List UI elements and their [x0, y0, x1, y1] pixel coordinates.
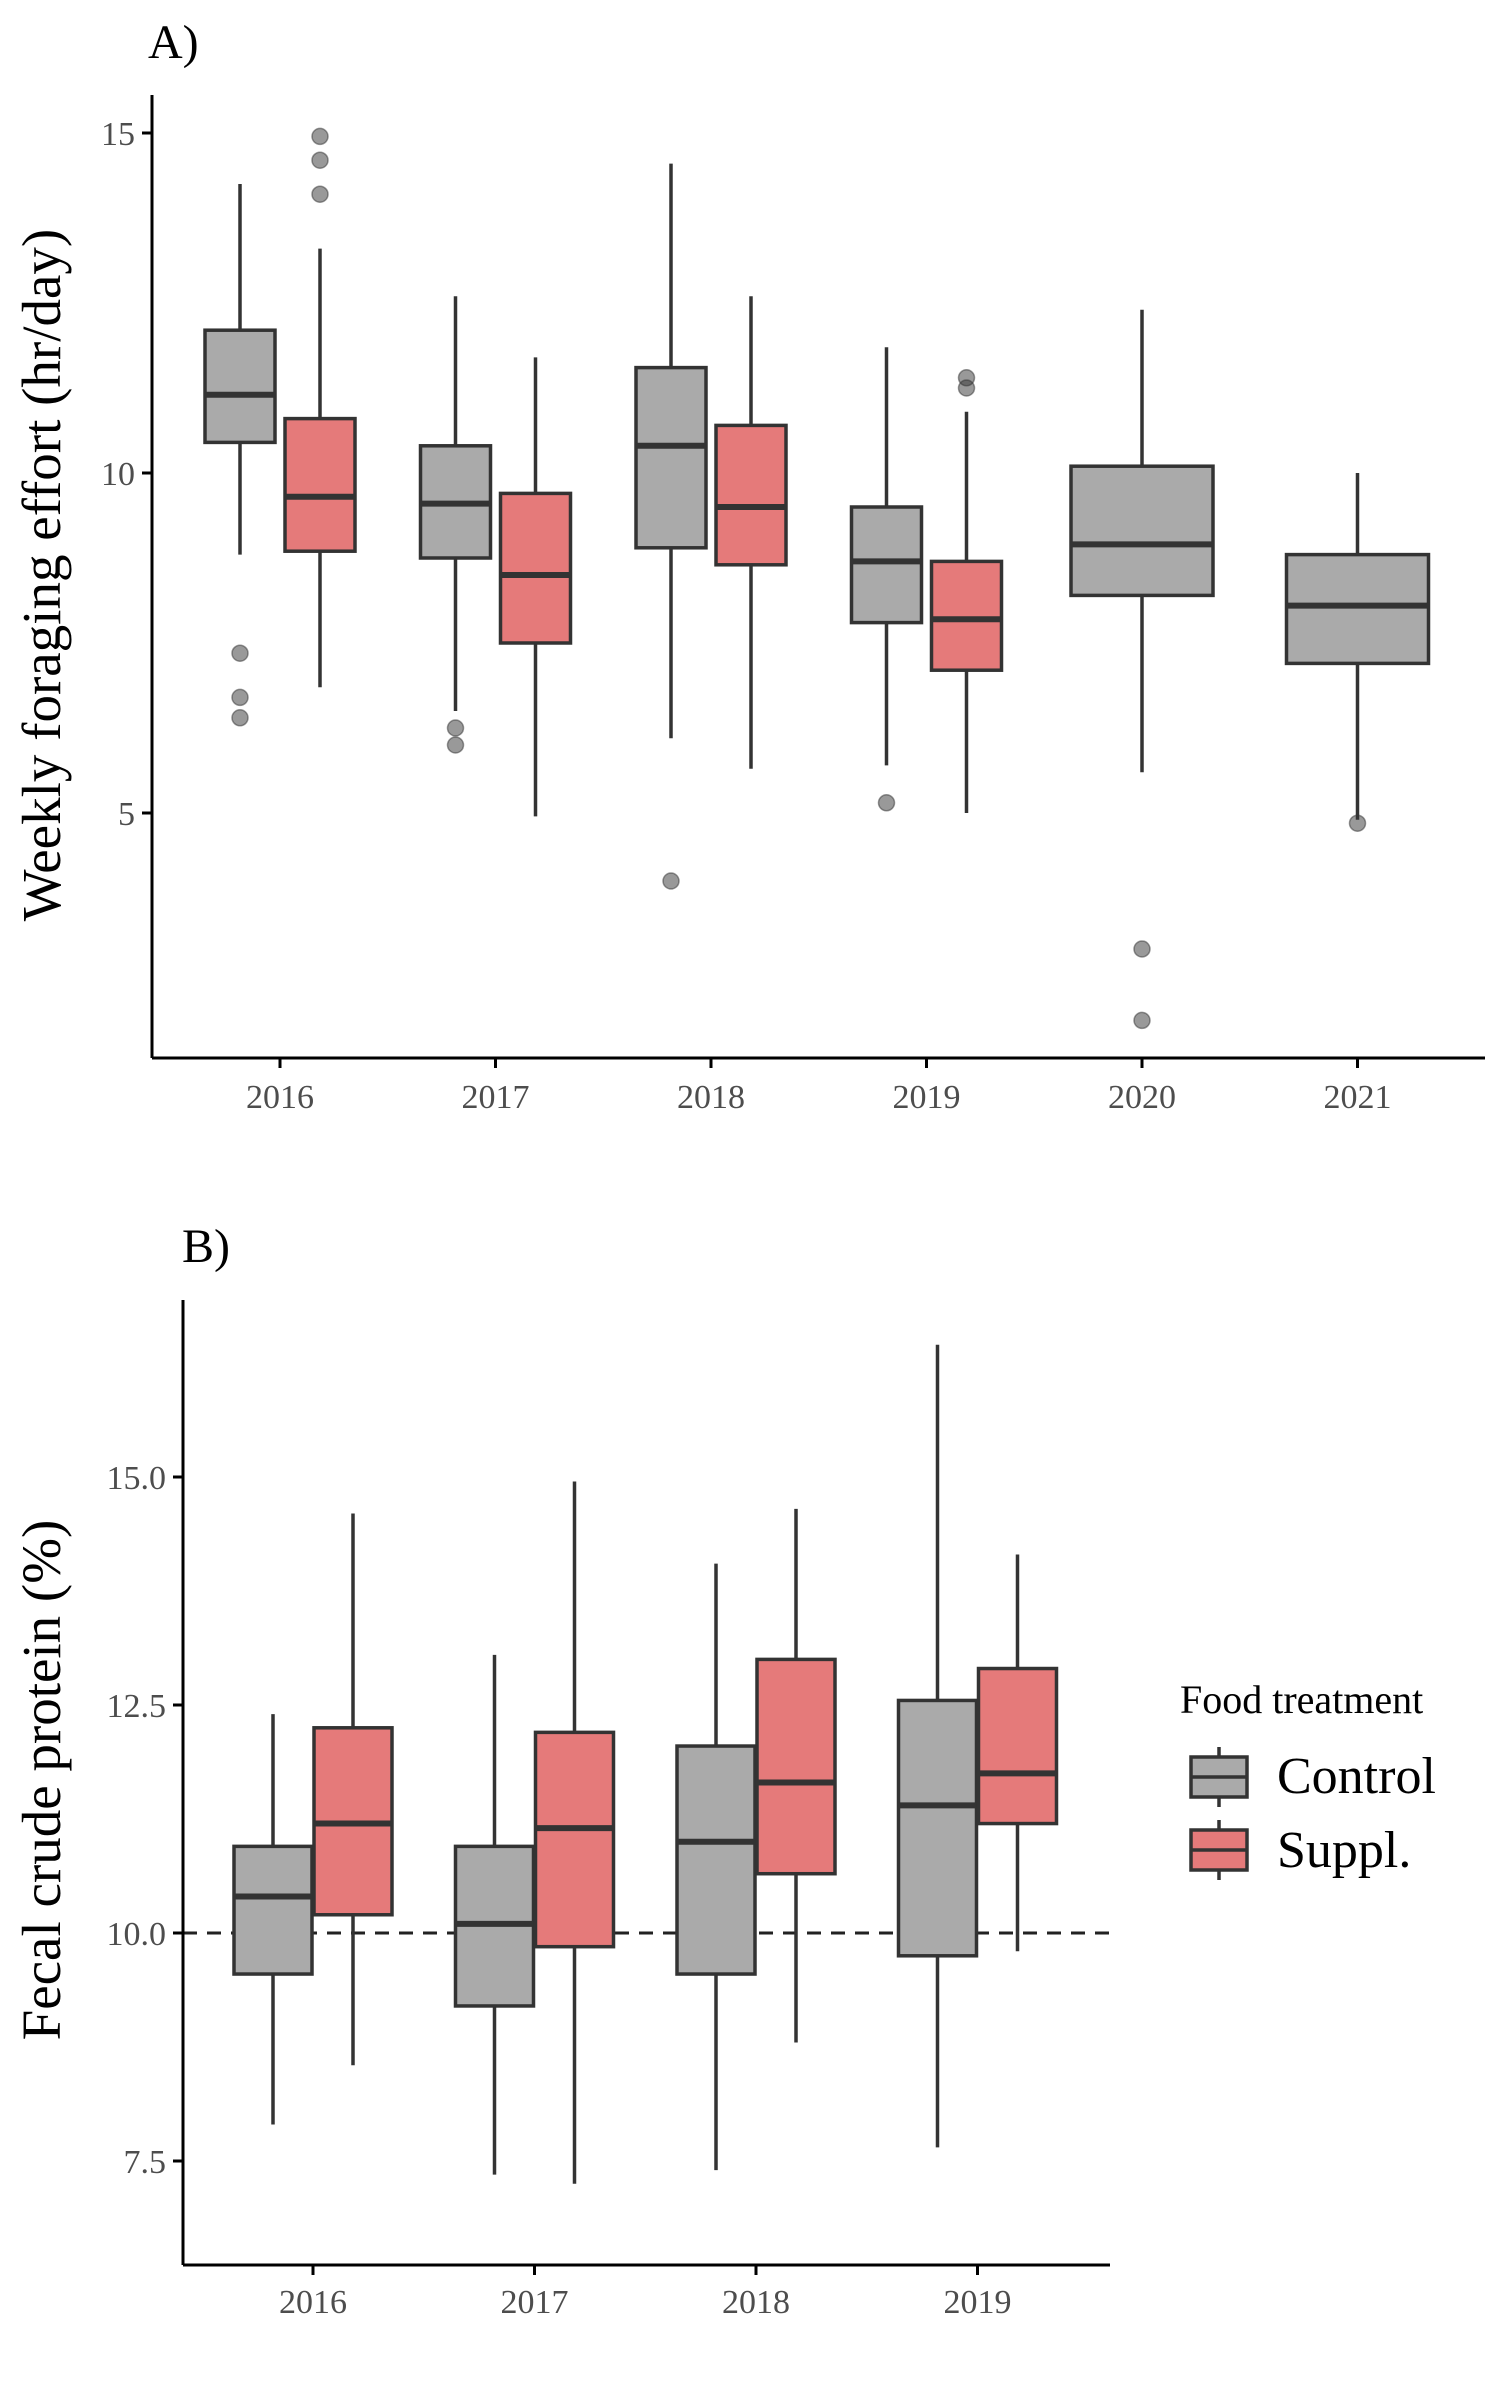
panel-b-box-suppl-2018-iqr	[755, 1657, 837, 1876]
panel-a-box-control-2016	[203, 184, 277, 727]
panel-a-box-control-2019	[849, 347, 924, 812]
legend: Food treatment Control Suppl.	[1180, 1677, 1436, 1880]
panel-a-x-tick-label: 2019	[893, 1079, 961, 1116]
panel-b-box-suppl-2019	[976, 1554, 1059, 1952]
panel-a-box-suppl-2019-outlier	[957, 369, 976, 387]
panel-a-box-suppl-2016	[283, 127, 357, 688]
panel-a-box-control-2018-iqr	[634, 365, 708, 550]
panel-a-y-tick-label: 10	[101, 456, 135, 493]
panel-a-box-suppl-2018-iqr	[714, 423, 788, 567]
legend-label-suppl: Suppl.	[1277, 1822, 1411, 1879]
panel-a-plot-area: 5 10 15 2016 2017 2018 2019 2020 2021	[101, 95, 1485, 1116]
panel-b-y-axis-label: Fecal crude protein (%)	[11, 1520, 72, 2041]
panel-a-box-control-2020-outlier	[1133, 1011, 1151, 1030]
panel-b-y-tick-label: 10.0	[107, 1916, 167, 1953]
panel-a-box-control-2020-iqr	[1069, 464, 1215, 598]
panel-b-box-control-2018-iqr	[675, 1744, 757, 1976]
panel-b-box-suppl-2019-iqr	[976, 1666, 1059, 1826]
panel-a-box-suppl-2019-iqr	[929, 559, 1004, 672]
panel-b-plot-area: 7.5 10.0 12.5 15.0 2016 2017 2018 2019	[107, 1300, 1110, 2321]
panel-a-x-tick-label: 2018	[677, 1079, 745, 1116]
panel-b-y-tick-label: 12.5	[107, 1688, 167, 1725]
panel-a-y-tick-label: 15	[101, 116, 135, 153]
panel-a-label: A)	[148, 16, 199, 69]
panel-a-box-control-2019-iqr	[849, 505, 924, 625]
legend-title: Food treatment	[1180, 1677, 1423, 1722]
panel-b-box-suppl-2016	[312, 1513, 394, 2066]
panel-a-box-control-2017-outlier	[446, 719, 465, 737]
panel-a: A) Weekly foraging effort (hr/day) 5 10 15…	[11, 16, 1485, 1116]
panel-b-y-tick-label: 15.0	[107, 1460, 167, 1497]
panel-a-box-control-2020-outlier	[1133, 940, 1151, 958]
panel-b-box-suppl-2017	[533, 1481, 616, 2184]
panel-a-box-control-2021-outlier	[1348, 814, 1367, 832]
panel-b-x-tick-label: 2019	[944, 2284, 1012, 2321]
panel-a-y-tick-label: 5	[118, 796, 135, 833]
panel-b-box-suppl-2018	[755, 1508, 837, 2043]
panel-a-x-tick-label: 2020	[1108, 1079, 1176, 1116]
panel-b-box-control-2019-iqr	[896, 1698, 979, 1958]
panel-a-box-control-2020	[1069, 309, 1215, 1030]
panel-a-box-suppl-2018	[714, 296, 788, 769]
panel-a-box-suppl-2017-iqr	[498, 491, 573, 645]
panel-b-box-control-2017	[453, 1654, 536, 2175]
panel-b-x-tick-label: 2018	[722, 2284, 790, 2321]
panel-a-box-control-2016-outlier	[231, 644, 249, 662]
panel-a-box-control-2017-outlier	[446, 736, 465, 754]
panel-b-box-control-2016-iqr	[232, 1844, 314, 1976]
panel-a-box-suppl-2016-outlier	[311, 185, 329, 203]
panel-b-label: B)	[182, 1220, 230, 1273]
panel-b: B) Fecal crude protein (%) 7.5 10.0 12.5 15…	[11, 1220, 1110, 2321]
panel-a-box-suppl-2016-outlier	[311, 127, 329, 146]
panel-a-box-control-2021-iqr	[1284, 552, 1431, 666]
panel-a-x-tick-label: 2016	[246, 1079, 314, 1116]
panel-a-box-control-2021	[1284, 473, 1431, 832]
legend-label-control: Control	[1277, 1748, 1436, 1805]
panel-a-y-axis-label: Weekly foraging effort (hr/day)	[11, 229, 72, 921]
panel-b-x-tick-label: 2016	[279, 2284, 347, 2321]
panel-a-box-suppl-2016-iqr	[283, 416, 357, 553]
legend-keys	[1189, 1747, 1249, 1880]
panel-a-box-control-2016-iqr	[203, 328, 277, 445]
panel-a-box-control-2018-outlier	[662, 872, 680, 890]
panel-b-box-control-2016	[232, 1714, 314, 2125]
panel-a-x-tick-label: 2017	[462, 1079, 530, 1116]
panel-a-box-control-2018	[634, 163, 708, 890]
panel-b-x-tick-label: 2017	[501, 2284, 569, 2321]
panel-b-box-control-2019	[896, 1344, 979, 2148]
panel-b-box-suppl-2017-iqr	[533, 1730, 616, 1949]
panel-a-box-suppl-2017	[498, 357, 573, 817]
panel-b-y-tick-label: 7.5	[124, 2144, 167, 2181]
panel-b-box-control-2018	[675, 1563, 757, 2171]
panel-a-box-suppl-2019	[929, 369, 1004, 813]
panel-a-box-control-2019-outlier	[877, 794, 896, 812]
panel-a-box-control-2016-outlier	[231, 688, 249, 707]
panel-a-box-control-2016-outlier	[231, 709, 249, 727]
panel-a-box-suppl-2016-outlier	[311, 151, 329, 169]
panel-a-box-control-2017	[418, 296, 493, 754]
panel-a-x-tick-label: 2021	[1324, 1079, 1392, 1116]
